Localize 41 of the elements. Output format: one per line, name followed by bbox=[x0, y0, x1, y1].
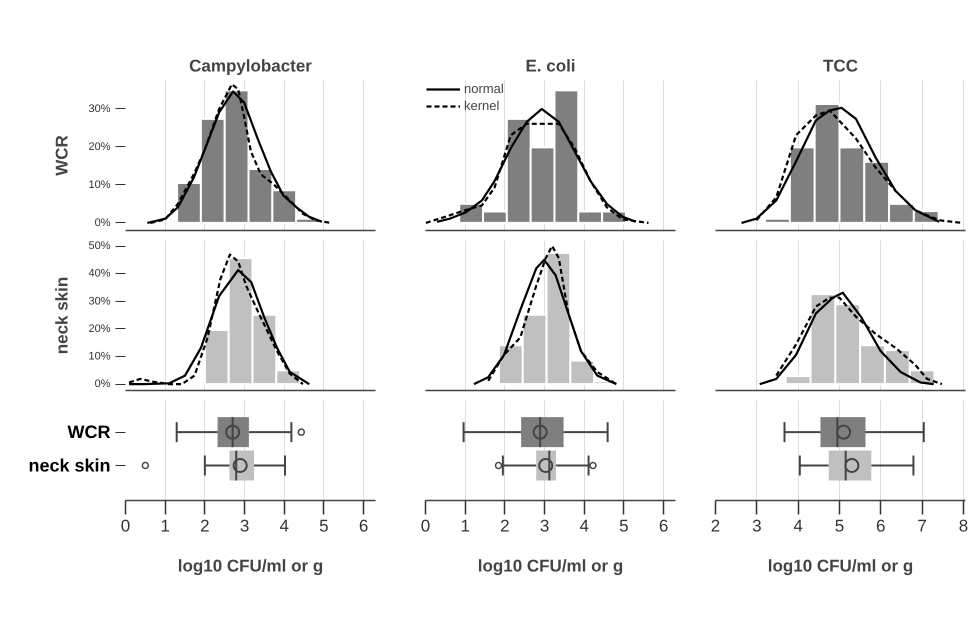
chart-title: E. coli bbox=[525, 56, 576, 76]
x-tick-label: 5 bbox=[319, 516, 329, 536]
x-tick-label: 1 bbox=[460, 516, 470, 536]
x-tick-label: 0 bbox=[120, 516, 130, 536]
y-tick-label: 40% bbox=[88, 268, 111, 280]
y-tick-label: 10% bbox=[88, 178, 111, 191]
y-tick-label: 20% bbox=[88, 322, 111, 335]
y-tick-label: 50% bbox=[88, 240, 111, 252]
x-axis-title: log10 CFU/ml or g bbox=[478, 556, 624, 576]
y-tick-label: 10% bbox=[88, 350, 111, 363]
x-tick-label: 3 bbox=[240, 516, 250, 536]
x-tick-label: 2 bbox=[500, 516, 510, 536]
chart-title: Campylobacter bbox=[189, 56, 312, 76]
x-tick-label: 3 bbox=[752, 516, 762, 536]
y-tick-label: 0% bbox=[94, 216, 111, 229]
x-tick-label: 7 bbox=[917, 516, 927, 536]
x-axis-title: log10 CFU/ml or g bbox=[178, 556, 324, 576]
y-tick-label: neck skin bbox=[28, 456, 110, 476]
legend-label: normal bbox=[464, 81, 504, 96]
y-tick-label: 20% bbox=[88, 140, 111, 153]
y-tick-label: 30% bbox=[88, 295, 111, 308]
x-tick-label: 4 bbox=[793, 516, 803, 536]
x-tick-label: 5 bbox=[834, 516, 844, 536]
x-tick-label: 4 bbox=[580, 516, 589, 536]
chart-title: TCC bbox=[823, 56, 858, 76]
x-tick-label: 2 bbox=[710, 516, 720, 536]
x-tick-label: 6 bbox=[358, 516, 368, 536]
x-tick-label: 2 bbox=[200, 516, 210, 536]
y-tick-label: WCR bbox=[68, 422, 111, 442]
x-tick-label: 1 bbox=[160, 516, 170, 536]
x-tick-label: 6 bbox=[658, 516, 668, 536]
x-tick-label: 4 bbox=[280, 516, 289, 536]
x-axis-title: log10 CFU/ml or g bbox=[768, 556, 914, 576]
x-tick-label: 6 bbox=[876, 516, 886, 536]
x-tick-label: 8 bbox=[958, 516, 968, 536]
x-tick-label: 5 bbox=[619, 516, 629, 536]
legend-label: kernel bbox=[464, 98, 500, 113]
y-tick-label: 30% bbox=[88, 102, 111, 115]
x-tick-label: 0 bbox=[420, 516, 430, 536]
x-tick-label: 3 bbox=[540, 516, 550, 536]
y-tick-label: 0% bbox=[94, 378, 111, 390]
